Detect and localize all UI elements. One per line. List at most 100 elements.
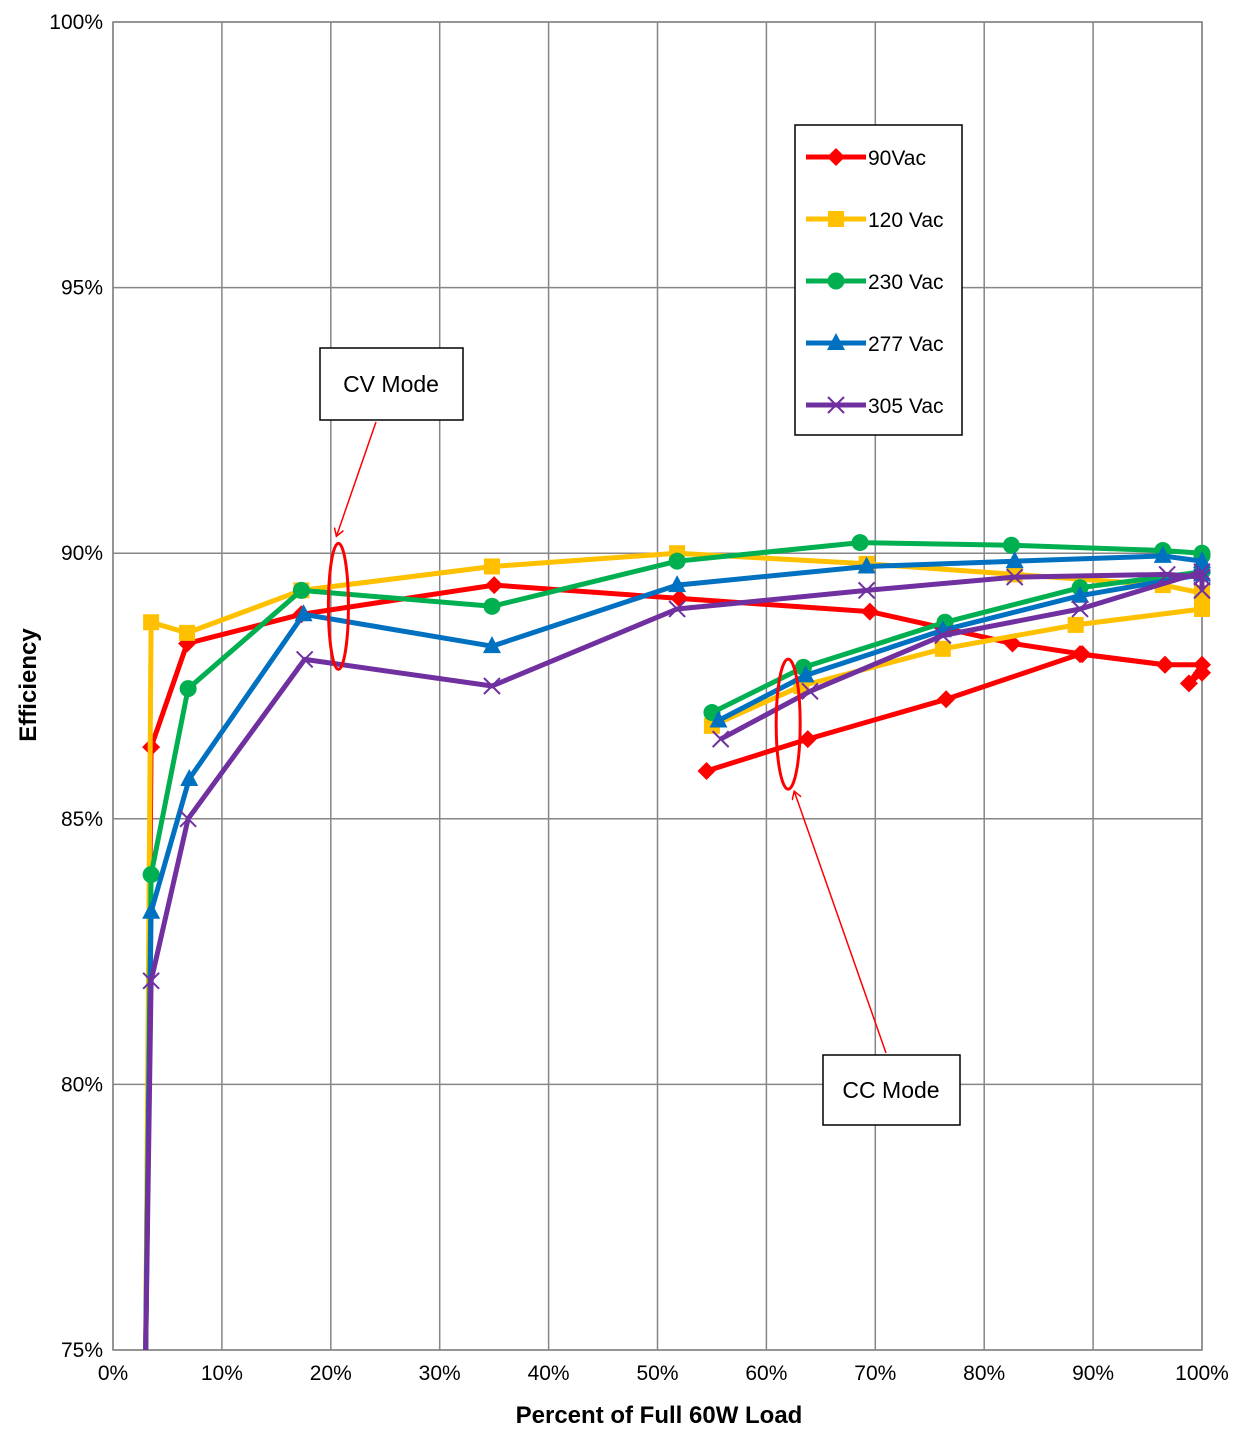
data-point-277-vac bbox=[294, 604, 313, 622]
legend-marker-90vac bbox=[827, 148, 845, 166]
legend-item-120-vac: 120 Vac bbox=[806, 209, 944, 232]
y-tick-label: 100% bbox=[49, 11, 103, 34]
x-tick-label: 70% bbox=[854, 1362, 896, 1385]
x-tick-label: 40% bbox=[528, 1362, 570, 1385]
data-point-230-vac bbox=[483, 597, 501, 615]
legend-marker-230-vac bbox=[827, 272, 845, 290]
x-marker-stroke bbox=[711, 730, 730, 748]
data-point-230-vac bbox=[851, 534, 869, 552]
cc-mode-box bbox=[822, 1054, 961, 1126]
x-marker-stroke bbox=[857, 581, 876, 600]
cv-mode-arrow bbox=[336, 421, 377, 536]
data-point-305-vac bbox=[179, 810, 197, 828]
x-tick-label: 10% bbox=[201, 1362, 243, 1385]
data-point-277-vac bbox=[1005, 551, 1024, 569]
grid bbox=[112, 21, 1203, 1351]
data-point-277-vac bbox=[1153, 545, 1172, 563]
data-point-90vac bbox=[1179, 674, 1198, 693]
data-point-277-vac bbox=[180, 768, 199, 786]
data-point-230-vac bbox=[142, 866, 160, 884]
x-tick-labels: 0% 10% 20% 30% 40% 50% 60% 70% 80% 90% 100% bbox=[98, 1362, 1229, 1385]
x-marker-stroke bbox=[1193, 563, 1211, 581]
x-marker-stroke bbox=[801, 682, 819, 701]
data-point-277-vac bbox=[142, 901, 161, 919]
data-point-120-vac bbox=[143, 614, 160, 631]
data-point-230-vac bbox=[1002, 536, 1020, 554]
data-point-277-vac bbox=[857, 556, 876, 574]
cc-mode-label: CC Mode bbox=[842, 1077, 939, 1103]
legend-marker-305-vac bbox=[827, 396, 845, 414]
data-point-90vac bbox=[1071, 645, 1090, 664]
y-tick-label: 75% bbox=[61, 1339, 103, 1362]
data-point-305-vac bbox=[934, 626, 952, 645]
y-tick-label: 85% bbox=[61, 808, 103, 831]
data-point-90vac bbox=[937, 690, 956, 709]
x-marker-stroke bbox=[934, 626, 952, 645]
data-point-120-vac bbox=[1067, 616, 1084, 633]
legend-marker-120-vac bbox=[828, 211, 844, 227]
data-point-305-vac bbox=[801, 682, 819, 701]
x-marker-stroke bbox=[295, 650, 314, 669]
y-axis-title: Efficiency bbox=[15, 628, 42, 742]
x-tick-label: 30% bbox=[419, 1362, 461, 1385]
data-point-305-vac bbox=[711, 730, 730, 748]
data-point-90vac bbox=[485, 576, 504, 595]
data-point-305-vac bbox=[1071, 600, 1089, 618]
x-axis-title: Percent of Full 60W Load bbox=[516, 1402, 803, 1429]
x-tick-label: 20% bbox=[310, 1362, 352, 1385]
series-group bbox=[142, 534, 1211, 1351]
cc-mode-arrow bbox=[794, 791, 887, 1054]
data-point-305-vac bbox=[1193, 568, 1211, 586]
data-point-277-vac bbox=[709, 710, 728, 728]
x-tick-label: 80% bbox=[963, 1362, 1005, 1385]
legend-label-305-vac: 305 Vac bbox=[868, 395, 944, 418]
data-point-305-vac bbox=[857, 581, 876, 600]
legend-label-90vac: 90Vac bbox=[868, 147, 926, 170]
data-point-277-vac bbox=[796, 665, 815, 683]
x-marker-stroke bbox=[1071, 600, 1089, 618]
x-marker-stroke bbox=[1193, 581, 1211, 600]
y-tick-label: 90% bbox=[61, 542, 103, 565]
callouts: CV Mode CC Mode bbox=[319, 347, 961, 1126]
data-point-90vac bbox=[798, 730, 817, 749]
data-point-230-vac bbox=[668, 552, 686, 570]
data-point-120-vac bbox=[934, 640, 951, 657]
x-tick-label: 100% bbox=[1175, 1362, 1229, 1385]
legend-label-230-vac: 230 Vac bbox=[868, 271, 944, 294]
data-point-305-vac bbox=[483, 677, 501, 695]
data-point-277-vac bbox=[668, 575, 687, 593]
legend-label-277-vac: 277 Vac bbox=[868, 333, 944, 356]
x-marker-stroke bbox=[668, 600, 686, 618]
x-marker-stroke bbox=[1158, 565, 1176, 584]
cv-mode-label: CV Mode bbox=[343, 371, 439, 397]
legend-item-277-vac: 277 Vac bbox=[806, 333, 944, 356]
data-point-120-vac bbox=[179, 624, 196, 641]
y-tick-label: 95% bbox=[61, 277, 103, 300]
data-point-305-vac bbox=[295, 650, 314, 669]
data-point-305-vac bbox=[142, 972, 160, 990]
data-point-90vac bbox=[860, 602, 879, 621]
data-point-90vac bbox=[1155, 655, 1174, 674]
data-point-277-vac bbox=[482, 636, 501, 654]
legend: 90Vac 120 Vac 230 Vac 277 Vac 305 Vac bbox=[794, 124, 963, 436]
x-marker-stroke bbox=[1193, 568, 1211, 586]
data-point-90vac bbox=[697, 761, 716, 780]
data-point-120-vac bbox=[1194, 600, 1210, 617]
x-tick-label: 0% bbox=[98, 1362, 128, 1385]
data-point-305-vac bbox=[1193, 581, 1211, 600]
cv-mode-box bbox=[319, 347, 464, 421]
legend-item-305-vac: 305 Vac bbox=[806, 395, 944, 418]
cv-mode-ellipse bbox=[326, 541, 350, 671]
x-tick-label: 50% bbox=[636, 1362, 678, 1385]
cc-mode-ellipse bbox=[774, 657, 802, 791]
y-tick-labels: 75% 80% 85% 90% 95% 100% bbox=[49, 11, 103, 1362]
data-point-230-vac bbox=[179, 680, 197, 698]
x-marker-stroke bbox=[483, 677, 501, 695]
x-tick-label: 60% bbox=[745, 1362, 787, 1385]
data-point-305-vac bbox=[1005, 568, 1024, 586]
x-tick-label: 90% bbox=[1072, 1362, 1114, 1385]
data-point-305-vac bbox=[668, 600, 686, 618]
legend-item-230-vac: 230 Vac bbox=[806, 271, 944, 294]
